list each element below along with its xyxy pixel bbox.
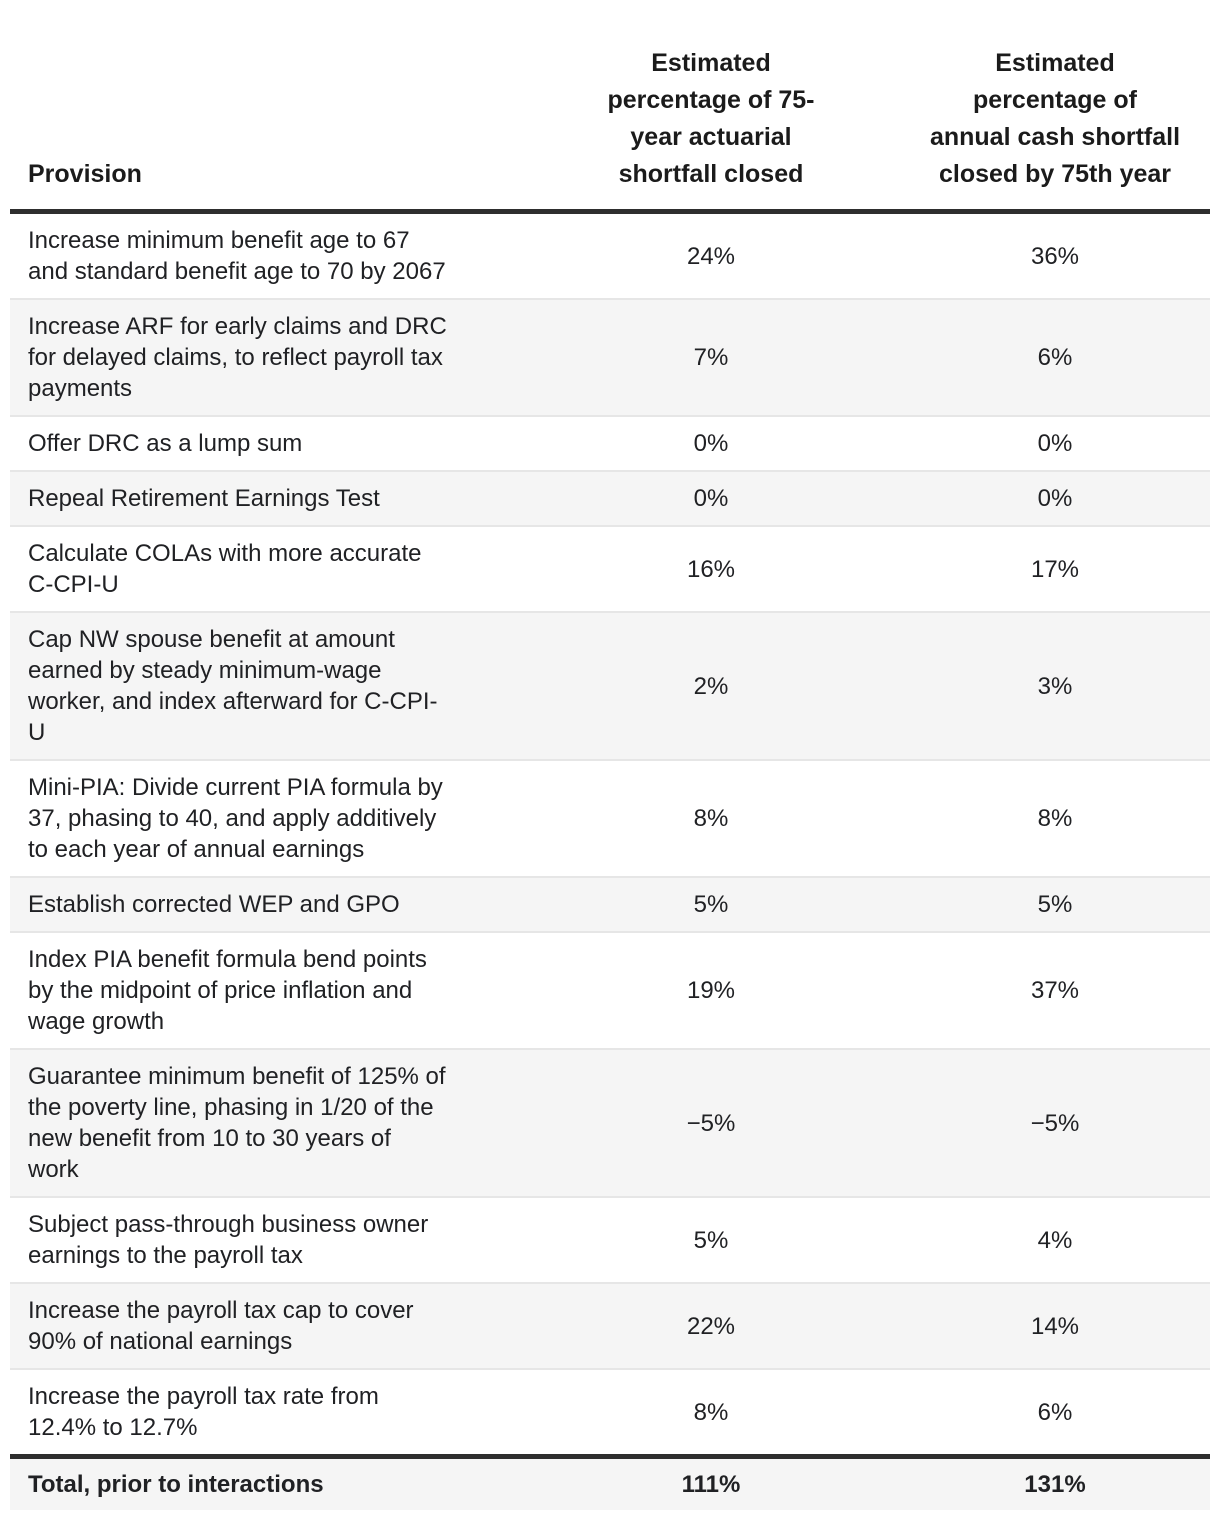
actuarial-value-cell: 24% bbox=[686, 242, 736, 270]
actuarial-value-cell: −5% bbox=[522, 1048, 900, 1197]
annual-value-cell: 0% bbox=[900, 415, 1210, 471]
provision-cell: Establish corrected WEP and GPO bbox=[10, 876, 522, 932]
annual-value-cell: 14% bbox=[900, 1282, 1210, 1369]
actuarial-value-cell: 16% bbox=[522, 525, 900, 612]
annual-value-cell: 0% bbox=[900, 470, 1210, 526]
provision-cell: Increase the payroll tax rate from 12.4%… bbox=[10, 1368, 522, 1457]
annual-value-cell: 4% bbox=[900, 1196, 1210, 1283]
actuarial-value-cell: 0% bbox=[522, 415, 900, 471]
actuarial-value-cell: 5% bbox=[522, 876, 900, 932]
provision-column-header: Provision bbox=[10, 0, 522, 214]
table-row: Offer DRC as a lump sum 0% 0% bbox=[10, 415, 1210, 471]
total-actuarial-value: 111% bbox=[522, 1454, 900, 1510]
table-row: Index PIA benefit formula bend points by… bbox=[10, 931, 1210, 1049]
table-row: Guarantee minimum benefit of 125% of the… bbox=[10, 1048, 1210, 1197]
provisions-table: Provision Estimated percentage of 75- ye… bbox=[10, 0, 1210, 1510]
provision-cell: Subject pass-through business owner earn… bbox=[10, 1196, 522, 1283]
table-row: Increase the payroll tax rate from 12.4%… bbox=[10, 1368, 1210, 1457]
total-annual-value: 131% bbox=[900, 1454, 1210, 1510]
annual-value-cell: 3% bbox=[900, 611, 1210, 760]
table-header: Provision Estimated percentage of 75- ye… bbox=[10, 0, 1210, 214]
annual-value-cell: 8% bbox=[900, 759, 1210, 877]
annual-value-cell: 6% bbox=[900, 1368, 1210, 1457]
annual-value-cell: −5% bbox=[900, 1048, 1210, 1197]
annual-value-cell: 5% bbox=[900, 876, 1210, 932]
header-row: Provision Estimated percentage of 75- ye… bbox=[10, 0, 1210, 214]
actuarial-value-cell: 19% bbox=[522, 931, 900, 1049]
table-row: Mini-PIA: Divide current PIA formula by … bbox=[10, 759, 1210, 877]
actuarial-value-cell: 2% bbox=[522, 611, 900, 760]
provision-cell: Calculate COLAs with more accurate C-CPI… bbox=[10, 525, 522, 612]
actuarial-value-cell: 5% bbox=[522, 1196, 900, 1283]
provision-cell: Repeal Retirement Earnings Test bbox=[10, 470, 522, 526]
provision-cell: Cap NW spouse benefit at amount earned b… bbox=[10, 611, 522, 760]
provision-cell: Guarantee minimum benefit of 125% of the… bbox=[10, 1048, 522, 1197]
actuarial-value-cell: 7% bbox=[522, 298, 900, 416]
table-row: Cap NW spouse benefit at amount earned b… bbox=[10, 611, 1210, 760]
actuarial-value-cell: 8% bbox=[522, 759, 900, 877]
table-body: Increase minimum benefit age to 67 and s… bbox=[10, 212, 1210, 1457]
table-row: Increase the payroll tax cap to cover 90… bbox=[10, 1282, 1210, 1369]
annual-value-cell: 6% bbox=[900, 298, 1210, 416]
table-row: Increase minimum benefit age to 67 and s… bbox=[10, 212, 1210, 300]
table-footer: Total, prior to interactions 111% 131% bbox=[10, 1454, 1210, 1510]
provision-cell: Increase ARF for early claims and DRC fo… bbox=[10, 298, 522, 416]
provision-cell: Increase the payroll tax cap to cover 90… bbox=[10, 1282, 522, 1369]
provision-cell: Offer DRC as a lump sum bbox=[10, 415, 522, 471]
table-row: Calculate COLAs with more accurate C-CPI… bbox=[10, 525, 1210, 612]
total-label: Total, prior to interactions bbox=[10, 1454, 522, 1510]
annual-value-cell: 36% bbox=[1030, 242, 1080, 270]
table-row: Subject pass-through business owner earn… bbox=[10, 1196, 1210, 1283]
provision-cell: Increase minimum benefit age to 67 and s… bbox=[28, 227, 446, 285]
table-row: Increase ARF for early claims and DRC fo… bbox=[10, 298, 1210, 416]
actuarial-value-cell: 8% bbox=[522, 1368, 900, 1457]
annual-value-cell: 17% bbox=[900, 525, 1210, 612]
provision-cell: Mini-PIA: Divide current PIA formula by … bbox=[10, 759, 522, 877]
actuarial-value-cell: 0% bbox=[522, 470, 900, 526]
annual-shortfall-column-header: Estimated percentage of annual cash shor… bbox=[900, 0, 1210, 214]
provision-cell: Index PIA benefit formula bend points by… bbox=[10, 931, 522, 1049]
total-row: Total, prior to interactions 111% 131% bbox=[10, 1454, 1210, 1510]
table-row: Repeal Retirement Earnings Test 0% 0% bbox=[10, 470, 1210, 526]
actuarial-shortfall-column-header: Estimated percentage of 75- year actuari… bbox=[522, 0, 900, 214]
actuarial-value-cell: 22% bbox=[522, 1282, 900, 1369]
table-row: Establish corrected WEP and GPO 5% 5% bbox=[10, 876, 1210, 932]
annual-value-cell: 37% bbox=[900, 931, 1210, 1049]
